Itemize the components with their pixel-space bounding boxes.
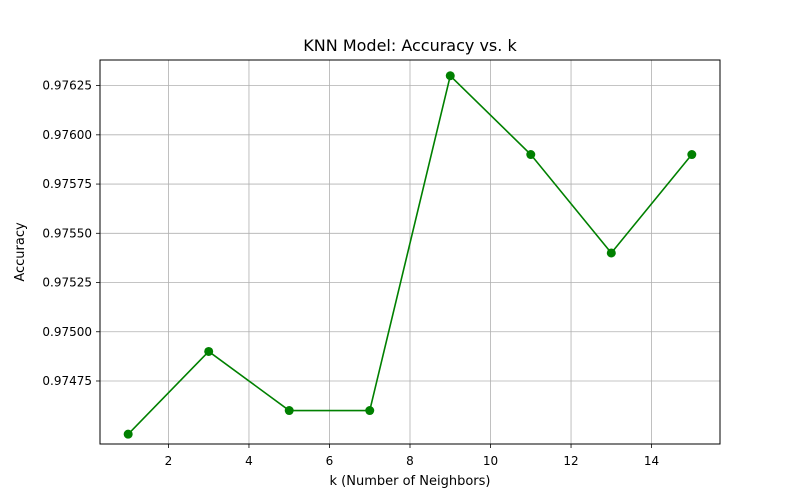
x-tick-label: 12: [563, 454, 578, 468]
data-point: [445, 71, 455, 81]
x-tick-label: 6: [326, 454, 334, 468]
x-axis: 2 4 6 8 10 12 14: [165, 444, 659, 468]
chart-title: KNN Model: Accuracy vs. k: [303, 36, 517, 55]
data-point: [526, 150, 536, 160]
grid: [100, 60, 720, 444]
y-tick-label: 0.97500: [42, 325, 92, 339]
x-tick-label: 8: [406, 454, 414, 468]
data-point: [687, 150, 697, 160]
x-axis-label: k (Number of Neighbors): [330, 474, 491, 489]
data-point: [606, 248, 616, 258]
y-tick-label: 0.97575: [42, 177, 92, 191]
y-tick-label: 0.97625: [42, 79, 92, 93]
data-point: [123, 429, 133, 439]
series-line: [127, 74, 693, 435]
x-tick-label: 14: [644, 454, 659, 468]
y-axis: 0.97475 0.97500 0.97525 0.97550 0.97575 0.976…: [42, 79, 100, 388]
data-point: [365, 406, 375, 416]
y-tick-label: 0.97475: [42, 374, 92, 388]
y-axis-label: Accuracy: [13, 222, 28, 282]
series-layer: [123, 71, 697, 439]
x-tick-label: 10: [483, 454, 498, 468]
y-tick-label: 0.97550: [42, 226, 92, 240]
y-tick-label: 0.97600: [42, 128, 92, 142]
data-point: [204, 346, 214, 356]
data-point: [284, 406, 294, 416]
y-tick-label: 0.97525: [42, 276, 92, 290]
x-tick-label: 4: [245, 454, 253, 468]
x-tick-label: 2: [165, 454, 173, 468]
